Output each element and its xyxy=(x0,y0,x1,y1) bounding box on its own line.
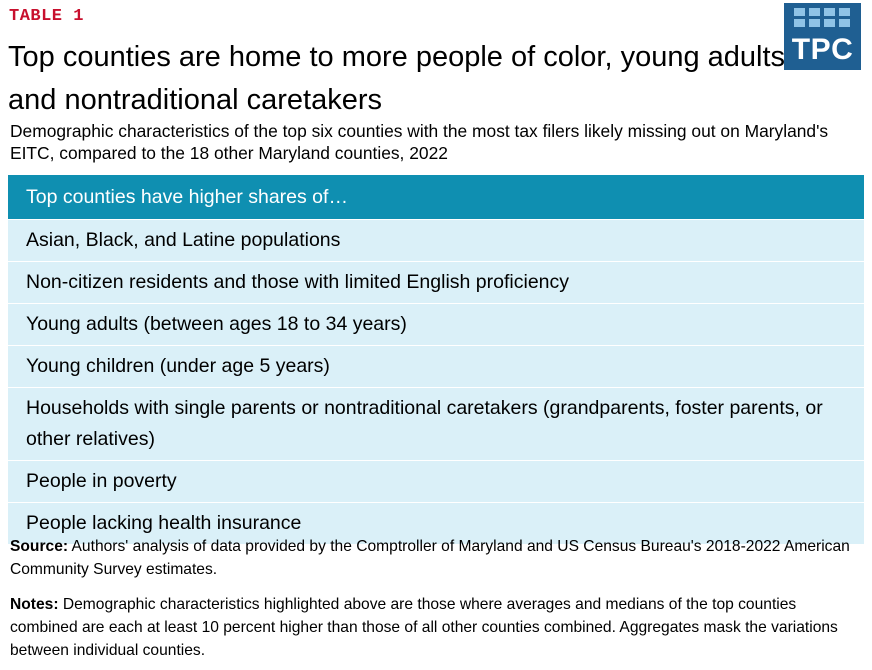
logo-text: TPC xyxy=(791,33,854,66)
table-row: Non-citizen residents and those with lim… xyxy=(8,261,864,303)
notes-label: Notes: xyxy=(10,596,59,613)
table-number-label: TABLE 1 xyxy=(9,7,84,26)
page-title: Top counties are home to more people of … xyxy=(8,41,794,116)
table-row: Young adults (between ages 18 to 34 year… xyxy=(8,303,864,345)
page-subtitle: Demographic characteristics of the top s… xyxy=(10,121,829,163)
table-header: Top counties have higher shares of… xyxy=(8,175,864,219)
notes-text: Demographic characteristics highlighted … xyxy=(10,596,838,659)
table-row: Young children (under age 5 years) xyxy=(8,345,864,387)
source-label: Source: xyxy=(10,538,69,555)
tpc-logo: TPC xyxy=(784,3,861,70)
demographics-table: Top counties have higher shares of… Asia… xyxy=(8,175,864,544)
table-row: People in poverty xyxy=(8,460,864,502)
source-text: Authors' analysis of data provided by th… xyxy=(10,538,850,578)
source-note: Source: Authors' analysis of data provid… xyxy=(10,535,862,581)
table-row: Asian, Black, and Latine populations xyxy=(8,219,864,261)
table-row: People lacking health insurance xyxy=(8,502,864,544)
table-row: Households with single parents or nontra… xyxy=(8,387,864,460)
notes-note: Notes: Demographic characteristics highl… xyxy=(10,593,862,662)
